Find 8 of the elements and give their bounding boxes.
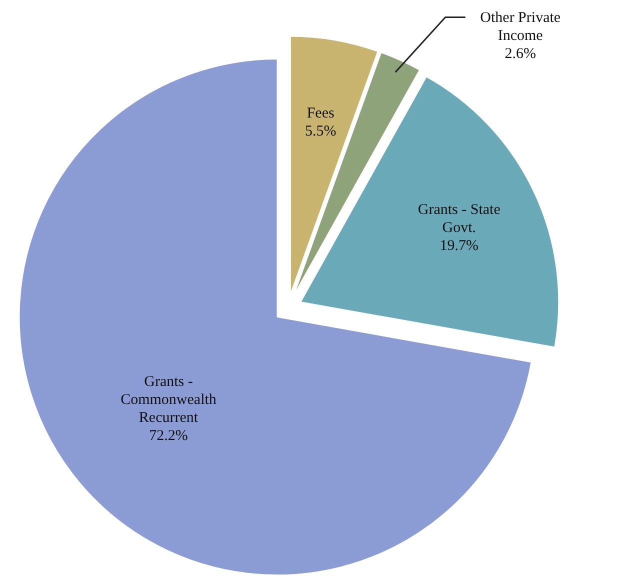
data-label: 2.6% bbox=[504, 46, 536, 62]
data-label: 72.2% bbox=[149, 428, 188, 444]
data-label: 19.7% bbox=[440, 238, 479, 254]
slice-label: Grants - Commonwealth Recurrent bbox=[120, 374, 217, 426]
data-label: 5.5% bbox=[304, 123, 336, 140]
slice-label: Other Private Income bbox=[480, 10, 561, 44]
slice-label: Grants - State Govt. bbox=[418, 202, 501, 236]
slice-label: Fees bbox=[306, 105, 334, 122]
